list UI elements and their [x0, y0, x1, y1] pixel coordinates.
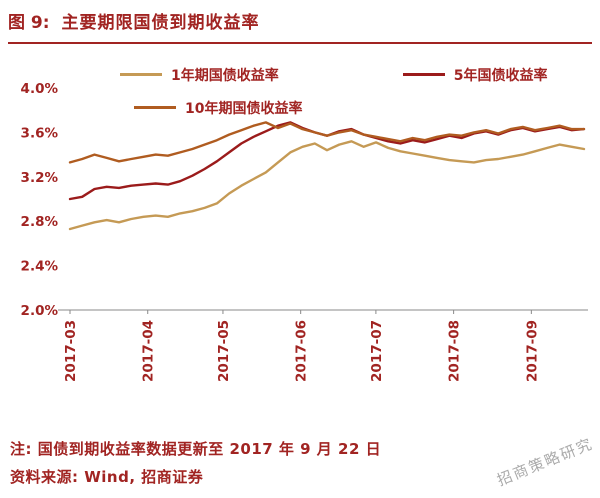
y-tick-label: 3.6%	[21, 125, 59, 141]
figure-number: 图 9:	[8, 13, 50, 33]
legend-label-1y: 1年期国债收益率	[171, 67, 279, 84]
y-tick-label: 2.4%	[21, 259, 59, 275]
figure-title: 主要期限国债到期收益率	[61, 13, 260, 33]
x-tick-label: 2017-05	[216, 320, 232, 382]
legend-row-2: 10年期国债收益率	[0, 91, 600, 124]
legend-item-5y: 5年国债收益率	[402, 65, 548, 85]
y-tick-label: 2.8%	[21, 214, 59, 230]
footnote-update: 注: 国债到期收益率数据更新至 2017 年 9 月 22 日	[10, 440, 382, 458]
legend-label-5y: 5年国债收益率	[453, 67, 548, 84]
series-line-1	[68, 121, 586, 201]
x-tick-label: 2017-03	[63, 320, 79, 382]
legend-item-10y: 10年期国债收益率	[134, 98, 302, 118]
legend-row-1: 1年期国债收益率 5年国债收益率	[0, 58, 600, 91]
y-tick-label: 3.2%	[21, 170, 59, 186]
legend-label-10y: 10年期国债收益率	[185, 100, 303, 117]
figure-header: 图 9: 主要期限国债到期收益率	[8, 8, 592, 44]
series-line-2	[68, 121, 586, 164]
y-tick-label: 4.0%	[21, 81, 59, 97]
legend-swatch-10y	[134, 106, 176, 109]
x-tick-label: 2017-08	[447, 320, 463, 382]
x-tick-label: 2017-07	[369, 320, 385, 382]
series-line-0	[68, 140, 586, 231]
legend-item-1y: 1年期国债收益率	[120, 65, 279, 85]
x-tick-label: 2017-09	[524, 320, 540, 382]
legend-swatch-1y	[120, 73, 162, 76]
x-tick-label: 2017-04	[141, 320, 157, 382]
y-tick-label: 2.0%	[21, 303, 59, 319]
chart-legend: 1年期国债收益率 5年国债收益率 10年期国债收益率	[0, 58, 600, 124]
legend-swatch-5y	[402, 73, 445, 76]
x-tick-label: 2017-06	[294, 320, 310, 382]
footnote-source: 资料来源: Wind, 招商证券	[10, 468, 204, 486]
